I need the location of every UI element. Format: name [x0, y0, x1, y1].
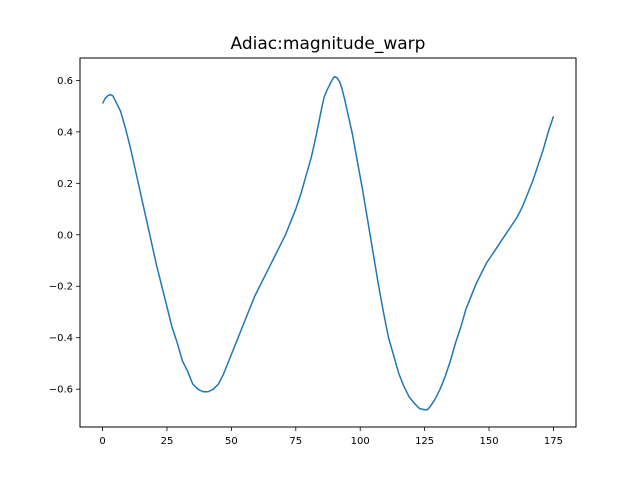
y-tick-label: −0.2 [49, 282, 73, 293]
x-tick-label: 0 [99, 436, 105, 447]
x-tick-label: 150 [479, 436, 498, 447]
plot-area [101, 75, 555, 411]
y-tick-label: −0.6 [49, 385, 73, 396]
x-tick-label: 75 [289, 436, 302, 447]
y-tick-label: 0.6 [57, 76, 73, 87]
x-tick-label: 125 [415, 436, 434, 447]
y-tick-label: −0.4 [49, 333, 73, 344]
x-tick-label: 25 [161, 436, 174, 447]
x-axis: 0 25 50 75 100 125 150 175 [99, 427, 563, 447]
series-line-0 [101, 75, 555, 411]
y-tick-label: 0.4 [57, 127, 73, 138]
y-tick-label: 0.2 [57, 179, 73, 190]
y-axis: −0.6 −0.4 −0.2 0.0 0.2 0.4 0.6 [49, 76, 80, 396]
axes-frame [79, 57, 577, 428]
y-tick-label: 0.0 [57, 230, 73, 241]
chart-title: Adiac:magnitude_warp [231, 34, 426, 54]
x-tick-label: 175 [544, 436, 563, 447]
x-tick-label: 50 [225, 436, 238, 447]
x-tick-label: 100 [351, 436, 370, 447]
